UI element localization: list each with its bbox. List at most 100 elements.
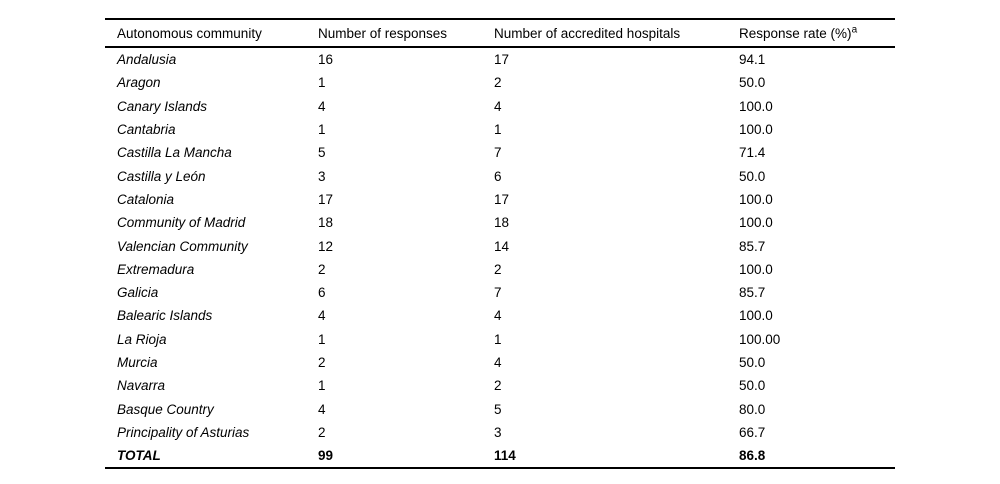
hospitals-cell: 5 xyxy=(494,401,502,417)
responses-cell: 2 xyxy=(318,355,326,370)
table-row: Community of Madrid 18 18 100.0 xyxy=(105,211,895,234)
community-cell: Galicia xyxy=(117,285,159,301)
table-row: Murcia 2 4 50.0 xyxy=(105,351,895,374)
responses-cell: 2 xyxy=(318,261,326,277)
responses-cell: 1 xyxy=(318,122,326,138)
community-cell: Aragon xyxy=(117,75,161,91)
table-row: Extremadura 2 2 100.0 xyxy=(105,258,895,281)
header-label: Response rate (%) xyxy=(739,25,852,41)
responses-cell: 6 xyxy=(318,285,326,301)
hospitals-cell: 17 xyxy=(494,191,510,207)
responses-cell: 4 xyxy=(318,308,326,324)
responses-cell: 1 xyxy=(318,75,326,91)
hospitals-cell: 7 xyxy=(494,285,502,301)
hospitals-cell: 2 xyxy=(494,261,502,277)
responses-cell: 18 xyxy=(318,215,334,231)
hospitals-cell: 7 xyxy=(494,145,502,161)
header-number-of-responses: Number of responses xyxy=(318,19,494,48)
hospitals-cell: 1 xyxy=(494,331,502,347)
hospitals-cell: 4 xyxy=(494,308,502,324)
rate-cell: 100.00 xyxy=(739,331,781,347)
rate-cell: 50.0 xyxy=(739,168,766,184)
total-label-cell: TOTAL xyxy=(117,448,161,464)
hospitals-cell: 14 xyxy=(494,238,510,254)
header-row: Autonomous community Number of responses… xyxy=(105,19,895,48)
community-cell: Andalusia xyxy=(117,52,177,68)
rate-cell: 100.0 xyxy=(739,261,773,277)
accreditation-response-table-container: Autonomous community Number of responses… xyxy=(105,18,895,470)
responses-cell: 17 xyxy=(318,191,334,207)
header-label: Number of accredited hospitals xyxy=(494,25,681,41)
hospitals-cell: 17 xyxy=(494,52,510,68)
hospitals-cell: 3 xyxy=(494,424,502,440)
community-cell: Canary Islands xyxy=(117,98,208,114)
hospitals-cell: 2 xyxy=(494,378,502,394)
responses-cell: 12 xyxy=(318,238,334,254)
rate-cell: 80.0 xyxy=(739,401,766,417)
community-cell: Community of Madrid xyxy=(117,215,246,231)
responses-cell: 2 xyxy=(318,424,326,440)
header-label: Number of responses xyxy=(318,25,448,41)
community-cell: Murcia xyxy=(117,355,158,370)
hospitals-cell: 2 xyxy=(494,75,502,91)
header-autonomous-community: Autonomous community xyxy=(105,19,318,48)
table-row: Valencian Community 12 14 85.7 xyxy=(105,234,895,257)
table-row: Castilla y León 3 6 50.0 xyxy=(105,164,895,187)
community-cell: Castilla y León xyxy=(117,168,206,184)
community-cell: La Rioja xyxy=(117,331,167,347)
responses-cell: 1 xyxy=(318,378,326,394)
rate-cell: 50.0 xyxy=(739,355,766,370)
table-row: Balearic Islands 4 4 100.0 xyxy=(105,304,895,327)
header-label: Autonomous community xyxy=(117,25,262,41)
community-cell: Catalonia xyxy=(117,191,175,207)
community-cell: Cantabria xyxy=(117,122,176,138)
table-row: Castilla La Mancha 5 7 71.4 xyxy=(105,141,895,164)
responses-cell: 4 xyxy=(318,401,326,417)
hospitals-cell: 6 xyxy=(494,168,502,184)
table-row: Galicia 6 7 85.7 xyxy=(105,281,895,304)
community-cell: Balearic Islands xyxy=(117,308,213,324)
rate-cell: 71.4 xyxy=(739,145,766,161)
total-hospitals-cell: 114 xyxy=(494,448,516,464)
rate-cell: 100.0 xyxy=(739,308,773,324)
rate-cell: 50.0 xyxy=(739,75,766,91)
table-row: Andalusia 16 17 94.1 xyxy=(105,47,895,71)
table-row: Aragon 1 2 50.0 xyxy=(105,71,895,94)
community-cell: Castilla La Mancha xyxy=(117,145,232,161)
footnote-marker: a xyxy=(851,24,858,35)
total-rate-cell: 86.8 xyxy=(739,448,766,464)
community-cell: Basque Country xyxy=(117,401,214,417)
responses-cell: 5 xyxy=(318,145,326,161)
header-response-rate: Response rate (%)a xyxy=(739,19,895,48)
table-row: Navarra 1 2 50.0 xyxy=(105,374,895,397)
rate-cell: 100.0 xyxy=(739,191,773,207)
table-row: Cantabria 1 1 100.0 xyxy=(105,118,895,141)
rate-cell: 100.0 xyxy=(739,122,773,138)
hospitals-cell: 4 xyxy=(494,355,502,370)
rate-cell: 50.0 xyxy=(739,378,766,394)
rate-cell: 94.1 xyxy=(739,52,766,68)
responses-cell: 16 xyxy=(318,52,334,68)
responses-cell: 4 xyxy=(318,98,326,114)
hospitals-cell: 4 xyxy=(494,98,502,114)
responses-cell: 1 xyxy=(318,331,326,347)
community-cell: Navarra xyxy=(117,378,166,394)
header-number-of-accredited-hospitals: Number of accredited hospitals xyxy=(494,19,739,48)
accreditation-response-table: Autonomous community Number of responses… xyxy=(105,18,895,470)
table-row: La Rioja 1 1 100.00 xyxy=(105,328,895,351)
rate-cell: 85.7 xyxy=(739,238,766,254)
hospitals-cell: 1 xyxy=(494,122,502,138)
hospitals-cell: 18 xyxy=(494,215,510,231)
table-body: Andalusia 16 17 94.1 Aragon 1 2 50.0 Canary Isla… xyxy=(105,47,895,468)
rate-cell: 100.0 xyxy=(739,215,773,231)
responses-cell: 3 xyxy=(318,168,326,184)
table-row: Basque Country 4 5 80.0 xyxy=(105,397,895,420)
community-cell: Extremadura xyxy=(117,261,195,277)
table-header: Autonomous community Number of responses… xyxy=(105,19,895,48)
community-cell: Valencian Community xyxy=(117,238,248,254)
rate-cell: 66.7 xyxy=(739,424,766,440)
table-row: Principality of Asturias 2 3 66.7 xyxy=(105,421,895,444)
total-row: TOTAL 99 114 86.8 xyxy=(105,444,895,468)
table-row: Catalonia 17 17 100.0 xyxy=(105,188,895,211)
